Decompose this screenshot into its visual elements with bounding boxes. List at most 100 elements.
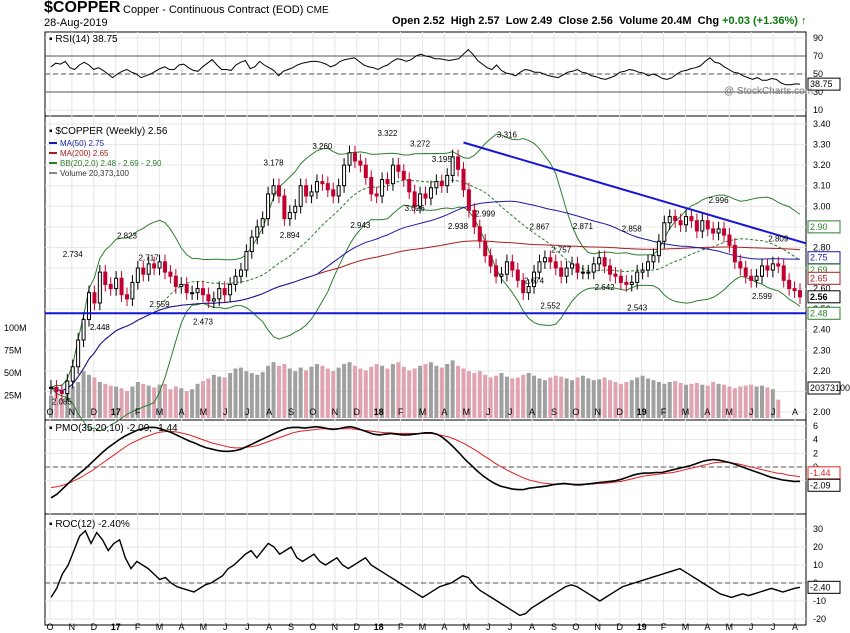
candle-body [705,220,710,230]
volume-bar [124,391,129,418]
candle-body [385,179,390,185]
volume-axis-label: 25M [4,391,22,401]
volume-bar [428,362,433,418]
volume-bar [515,377,520,418]
x-axis-label: D [616,407,623,417]
candle-body [423,193,428,199]
candle-body [646,261,651,271]
candle-body [580,271,585,274]
candle-body [727,234,732,246]
roc-x-axis-label: M [156,622,164,632]
volume-bar [282,364,287,418]
volume-bar [363,370,368,418]
candle-body [532,271,537,288]
candle-body [103,271,108,285]
pmo-y-tick-label: 6 [813,421,818,431]
candle-body [716,228,721,234]
legend-entry: MA(50) 2.75 [60,139,105,148]
x-axis-label: D [354,407,361,417]
roc-x-axis-label: A [266,622,272,632]
candle-body [168,271,173,277]
volume-axis-label: 50M [4,368,22,378]
candle-body [217,288,222,300]
candle-body [70,366,75,382]
volume-bar [108,385,113,418]
x-axis-label: N [332,407,339,417]
ma50-line [50,200,801,392]
volume-bar [651,380,656,418]
price-right-label-box [807,290,841,304]
volume-bar [586,378,591,418]
candle-body [749,275,754,281]
candle-body [114,277,119,290]
candle-body [271,185,276,195]
volume-bar [320,365,325,418]
price-value-label: 3.178 [264,159,285,168]
price-value-label: 2.559 [150,300,171,309]
price-value-label: 2.543 [627,303,648,312]
volume-bar [445,364,450,418]
candle-body [608,265,613,275]
chart-header: $COPPER Copper - Continuous Contract (EO… [0,0,850,32]
price-y-tick-label: 3.40 [813,119,831,129]
volume-bar [716,383,721,418]
candle-body [521,279,526,294]
volume-bar [287,368,292,418]
roc-x-axis-label: D [354,622,361,632]
volume-bar [179,388,184,418]
x-axis-label: F [135,407,141,417]
x-axis-label: 19 [637,407,647,417]
roc-x-axis-label: O [572,622,579,632]
roc-last-value-label: -2.40 [810,582,831,592]
candle-body [760,265,765,277]
roc-x-axis-label: 18 [374,622,384,632]
x-axis-label: M [156,407,164,417]
price-right-label-box [807,220,841,234]
price-y-tick-label: 3.20 [813,160,831,170]
candle-body [575,263,580,273]
volume-bar [542,380,547,418]
x-axis-label: O [309,407,316,417]
volume-bar [466,371,471,418]
legend-entry: MA(200) 2.65 [60,149,109,158]
candle-body [200,288,205,296]
volume-bar [629,380,634,418]
x-axis-label: O [572,407,579,417]
price-value-label: 2.858 [622,224,643,233]
symbol-title[interactable]: $COPPER [44,0,121,16]
volume-bar [640,375,645,418]
price-value-label: 2.717 [139,254,160,263]
price-value-label: 2.473 [193,318,214,327]
x-axis-label: A [792,407,798,417]
volume-bar [499,373,504,418]
candle-body [618,275,623,283]
roc-x-axis-label: N [332,622,339,632]
candle-body [152,263,157,269]
price-y-tick-label: 2.20 [813,366,831,376]
x-axis-label: J [771,407,776,417]
volume-bar [325,368,330,418]
legend-entry: BB(20,2.0) 2.48 - 2.69 - 2.90 [60,159,162,168]
candle-body [244,251,249,271]
volume-bar [450,360,455,418]
volume-bar [390,364,395,418]
price-right-label: 2.75 [810,253,828,263]
volume-bar [575,377,580,418]
candle-body [173,275,178,288]
x-axis-label: J [486,407,491,417]
roc-x-axis-label: 17 [111,622,121,632]
roc-y-tick-label: -20 [813,614,826,624]
volume-bar [358,368,363,418]
volume-bar [184,391,189,418]
volume-bar [439,367,444,418]
pmo-value-box [807,478,841,492]
volume-bar [483,374,488,418]
candle-body [293,205,298,213]
x-axis-label: A [441,407,447,417]
volume-bar [770,389,775,418]
volume-bar [157,384,162,418]
candle-body [157,261,162,269]
candle-body [195,288,200,294]
candle-body [228,283,233,296]
candle-body [48,386,54,389]
